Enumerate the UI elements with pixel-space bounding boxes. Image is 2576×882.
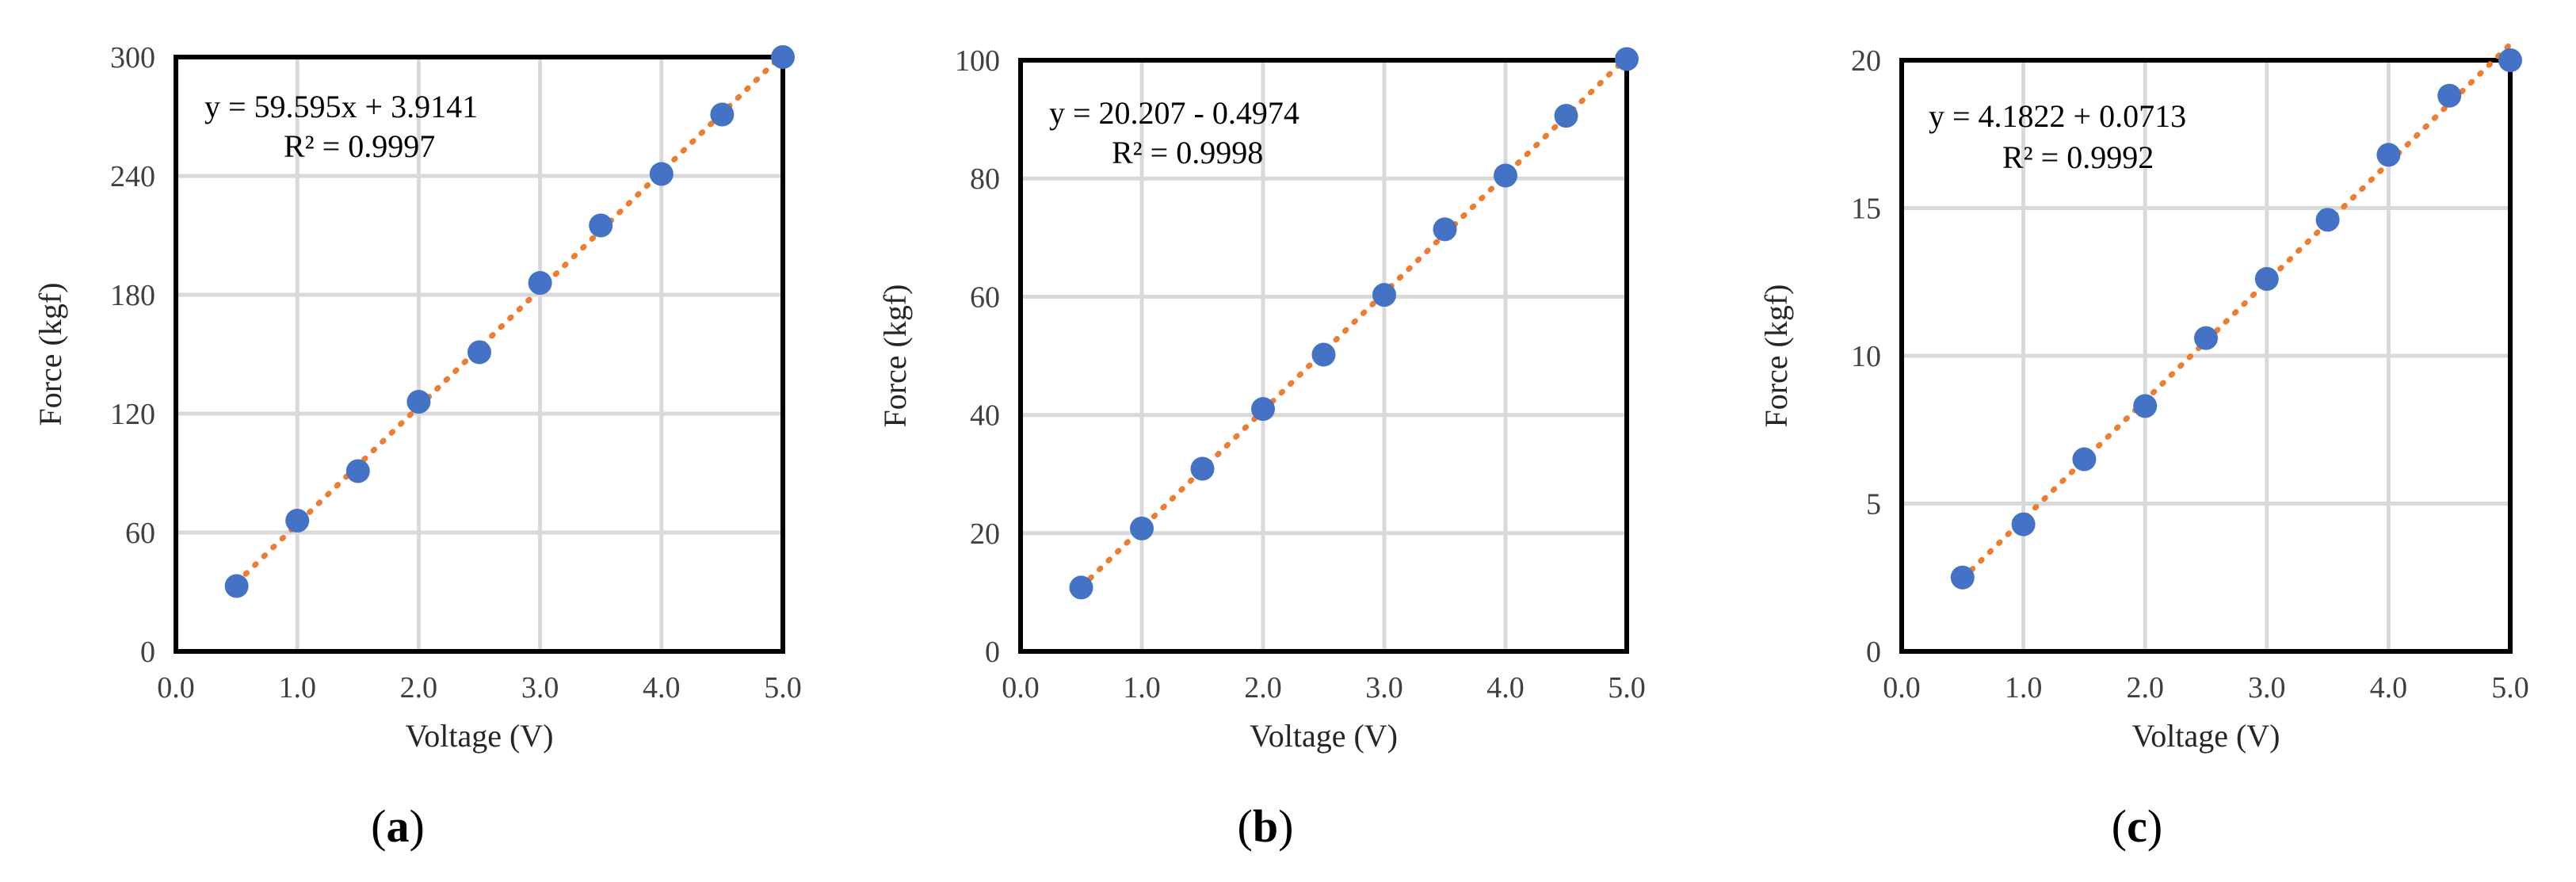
data-point (224, 574, 249, 598)
data-point (2437, 83, 2462, 108)
x-tick-label: 3.0 (521, 671, 559, 704)
data-point (467, 340, 491, 365)
x-tick-label: 5.0 (764, 671, 802, 704)
data-point (1251, 397, 1275, 422)
panel-label: (c) (2112, 800, 2162, 852)
y-tick-label: 100 (955, 44, 1000, 78)
trendline-equation: y = 4.1822 + 0.0713 (1929, 98, 2186, 134)
r-squared-label: R² = 0.9992 (2002, 139, 2154, 175)
y-tick-label: 15 (1851, 193, 1881, 226)
data-point (2011, 512, 2036, 536)
y-tick-label: 60 (125, 517, 155, 550)
plot-area-frame (174, 55, 785, 654)
y-axis-title: Force (kgf) (32, 282, 68, 426)
data-point (771, 45, 795, 69)
x-tick-label: 4.0 (643, 671, 681, 704)
x-tick-label: 5.0 (2491, 671, 2529, 704)
panel-label-letter: a (387, 800, 410, 852)
x-tick-label: 0.0 (1883, 671, 1921, 704)
y-axis-title: Force (kgf) (877, 284, 913, 427)
data-point (649, 162, 674, 186)
x-tick-label: 2.0 (400, 671, 438, 704)
x-axis-title: Voltage (V) (1250, 718, 1398, 754)
y-tick-label: 80 (970, 162, 1000, 196)
data-point (1190, 456, 1215, 481)
data-point (528, 271, 552, 295)
data-point (1311, 342, 1336, 367)
plot-area-frame (1018, 58, 1629, 654)
panel-label: (b) (1238, 800, 1294, 852)
data-point (1433, 217, 1457, 242)
data-point (2254, 267, 2279, 292)
trendline (1960, 41, 2513, 582)
x-tick-label: 3.0 (2248, 671, 2286, 704)
x-tick-label: 4.0 (1486, 671, 1525, 704)
y-axis-title: Force (kgf) (1758, 284, 1794, 427)
chart-panel-c: 0.0 1.0 2.0 3.0 4.0 5.0 0 5 10 15 20 Voltage (V) For… (1758, 41, 2529, 852)
x-tick-label: 5.0 (1608, 671, 1646, 704)
x-tick-label: 0.0 (157, 671, 195, 704)
chart-panel-b: 0.0 1.0 2.0 3.0 4.0 5.0 0 20 40 60 80 100 Voltage (V… (877, 44, 1646, 852)
r-squared-label: R² = 0.9998 (1112, 135, 1263, 170)
x-tick-label: 1.0 (2005, 671, 2043, 704)
data-point (2194, 326, 2218, 350)
y-tick-label: 10 (1851, 340, 1881, 373)
y-tick-label: 20 (1851, 44, 1881, 78)
panel-label: (a) (371, 800, 425, 852)
data-point (2133, 394, 2158, 418)
panel-label-letter: c (2127, 800, 2147, 852)
trendline (234, 52, 786, 586)
x-tick-label: 2.0 (1244, 671, 1282, 704)
y-tick-label: 300 (110, 41, 155, 74)
y-tick-label: 120 (110, 398, 155, 431)
x-tick-label: 1.0 (1123, 671, 1161, 704)
data-point (1069, 575, 1093, 600)
data-point (589, 213, 613, 238)
y-tick-label: 60 (970, 281, 1000, 314)
trendline-equation: y = 59.595x + 3.9141 (204, 89, 478, 124)
data-point (2498, 48, 2522, 72)
chart-panel-a: 0.0 1.0 2.0 3.0 4.0 5.0 0 60 120 180 240 300 Voltage… (32, 41, 802, 852)
x-axis-title: Voltage (V) (406, 718, 554, 754)
x-tick-label: 0.0 (1002, 671, 1040, 704)
plot-area-frame (1899, 58, 2513, 654)
trendline-equation: y = 20.207 - 0.4974 (1049, 95, 1299, 131)
x-tick-label: 2.0 (2126, 671, 2164, 704)
y-tick-label: 40 (970, 399, 1000, 433)
data-point (2315, 208, 2340, 232)
y-tick-label: 240 (110, 160, 155, 193)
data-point (406, 390, 431, 414)
x-axis-title: Voltage (V) (2132, 718, 2280, 754)
data-point (2376, 143, 2401, 167)
data-point (1494, 163, 1517, 188)
data-point (1554, 104, 1578, 128)
trendline (1078, 55, 1630, 590)
data-point (710, 102, 735, 127)
data-point (1130, 516, 1154, 540)
x-tick-label: 1.0 (278, 671, 316, 704)
y-tick-label: 0 (1866, 636, 1881, 669)
data-point (1615, 47, 1639, 71)
r-squared-label: R² = 0.9997 (284, 128, 435, 164)
x-tick-label: 3.0 (1365, 671, 1403, 704)
data-point (1372, 283, 1396, 307)
y-tick-label: 5 (1866, 488, 1881, 521)
data-point (345, 459, 370, 483)
y-tick-label: 0 (140, 636, 155, 669)
data-point (2072, 447, 2097, 472)
panel-label-letter: b (1253, 800, 1278, 852)
y-tick-label: 180 (110, 279, 155, 312)
data-point (285, 509, 310, 533)
data-point (1950, 565, 1975, 590)
x-tick-label: 4.0 (2370, 671, 2408, 704)
y-tick-label: 0 (985, 636, 1000, 669)
y-tick-label: 20 (970, 517, 1000, 551)
